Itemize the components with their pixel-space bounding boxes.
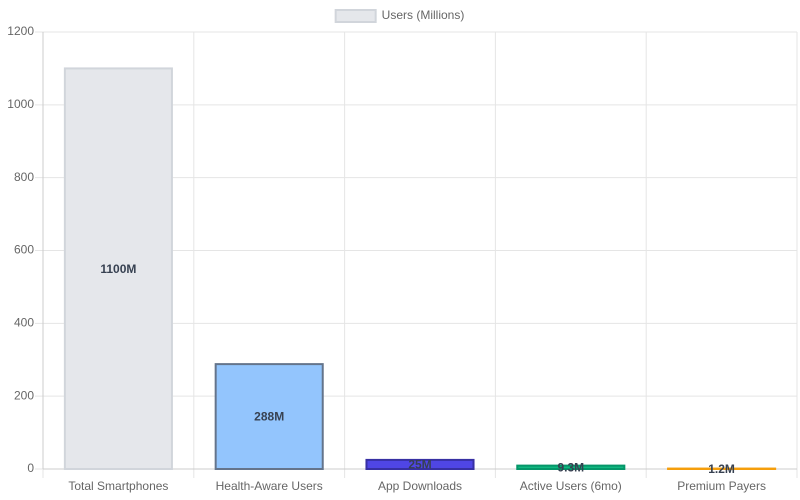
bar [516, 464, 626, 471]
value-label: 9.3M [557, 460, 584, 474]
y-tick-label: 600 [14, 243, 34, 257]
value-label: 25M [408, 458, 431, 472]
bar [63, 67, 173, 471]
bar [214, 363, 324, 470]
value-label: 1.2M [708, 462, 735, 476]
y-tick-label: 0 [27, 461, 34, 475]
x-tick-label: App Downloads [378, 479, 462, 493]
y-tick-label: 200 [14, 388, 34, 402]
x-tick-label: Health-Aware Users [216, 479, 323, 493]
y-tick-label: 400 [14, 316, 34, 330]
y-tick-label: 1000 [7, 97, 34, 111]
x-tick-label: Total Smartphones [68, 479, 168, 493]
y-tick-label: 1200 [7, 24, 34, 38]
legend-label: Users (Millions) [382, 8, 465, 22]
x-tick-label: Premium Payers [677, 479, 766, 493]
value-label: 1100M [100, 262, 136, 276]
legend-swatch [334, 9, 377, 23]
value-label: 288M [254, 410, 284, 424]
y-tick-label: 800 [14, 170, 34, 184]
bar [365, 458, 475, 471]
x-tick-label: Active Users (6mo) [520, 479, 622, 493]
